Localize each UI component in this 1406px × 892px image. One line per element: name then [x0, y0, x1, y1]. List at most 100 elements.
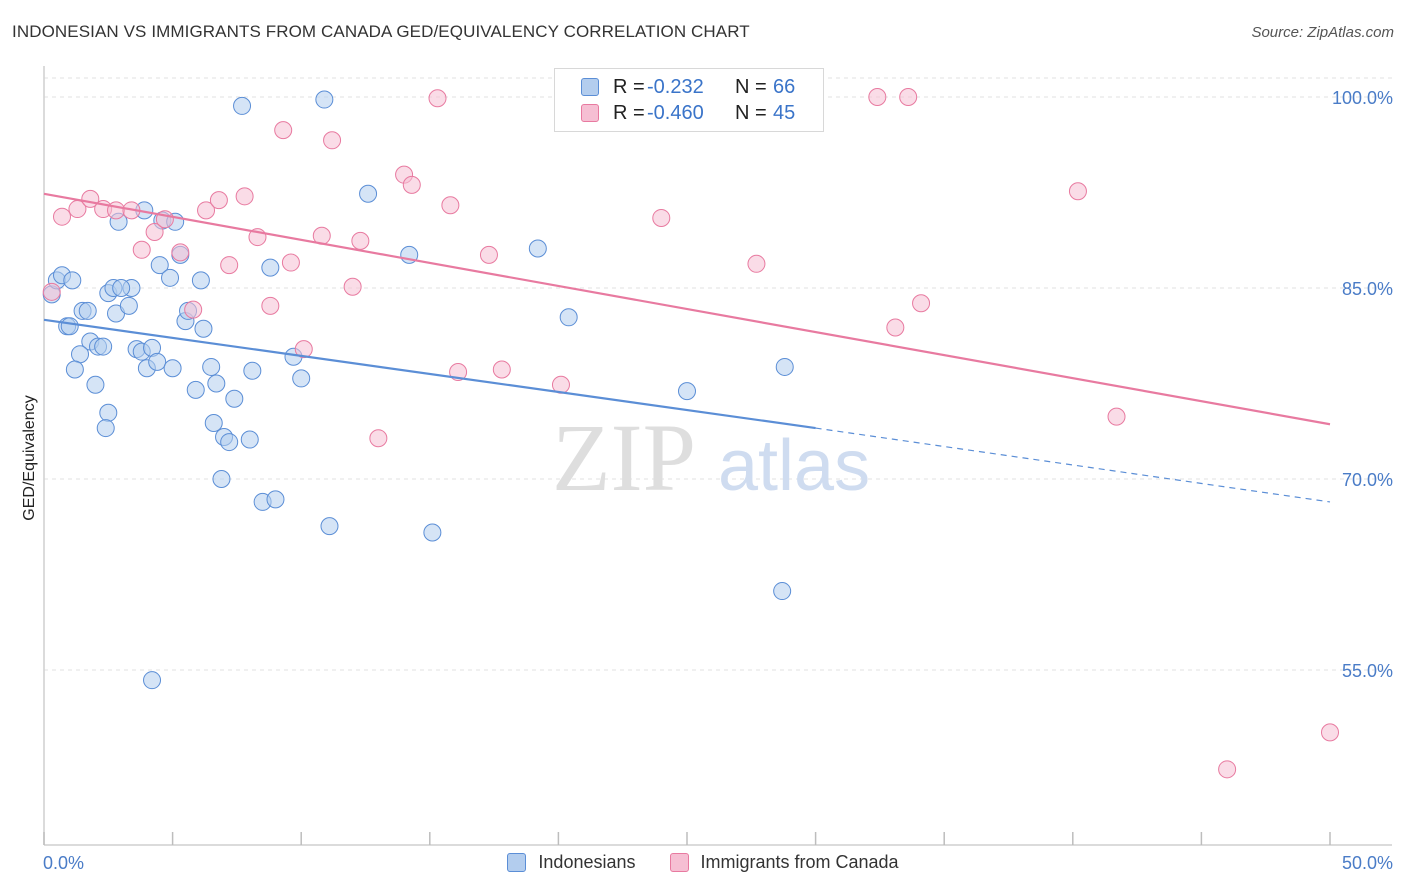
canada-point — [235, 187, 254, 206]
canada-legend-swatch — [669, 853, 689, 872]
indonesians-point — [261, 258, 280, 277]
indonesians-point — [78, 301, 97, 320]
indonesians-trend-line — [43, 318, 816, 430]
indonesians-point — [559, 308, 578, 327]
y-tick-labels: 55.0% 70.0% 85.0% 100.0% — [1332, 88, 1393, 681]
indonesians-point — [320, 517, 339, 536]
canada-point — [171, 243, 190, 262]
canada-point — [369, 429, 388, 448]
indonesians-legend-swatch — [507, 853, 527, 872]
indonesians-point — [186, 380, 205, 399]
source-label: Source: ZipAtlas.com — [1251, 24, 1394, 41]
canada-point — [912, 294, 931, 313]
indonesians-point — [243, 361, 262, 380]
canada-point — [1068, 182, 1087, 201]
canada-point — [652, 208, 671, 227]
canada-point — [261, 296, 280, 315]
axes — [43, 66, 1392, 846]
indonesians-point — [292, 369, 311, 388]
n-label: N = — [735, 101, 767, 124]
y-tick-label: 100.0% — [1332, 88, 1393, 108]
stats-row-canada: R = -0.460 N = 45 — [581, 101, 795, 125]
y-tick-label: 55.0% — [1342, 661, 1393, 681]
stats-legend: R = -0.232 N = 66 R = -0.460 N = 45 — [554, 68, 824, 132]
canada-point — [747, 254, 766, 273]
indonesians-point — [528, 239, 547, 258]
indonesians-point — [194, 319, 213, 338]
indonesians-point — [775, 357, 794, 376]
indonesians-point — [71, 345, 90, 364]
n-label: N = — [735, 75, 767, 98]
indonesians-point — [65, 360, 84, 379]
indonesians-point — [315, 90, 334, 109]
indonesians-point — [225, 389, 244, 408]
canada-swatch — [581, 104, 599, 122]
indonesians-point — [163, 359, 182, 378]
indonesians-point — [212, 470, 231, 488]
indonesians-point — [359, 184, 378, 203]
canada-point — [184, 300, 203, 319]
indonesians-trend-extension — [815, 427, 1331, 503]
chart-title: INDONESIAN VS IMMIGRANTS FROM CANADA GED… — [12, 22, 750, 41]
indonesians-point — [99, 403, 118, 422]
canada-point — [492, 360, 511, 379]
n-value: 45 — [773, 101, 796, 124]
legend-item-indonesians[interactable]: Indonesians — [507, 852, 636, 873]
canada-point — [294, 340, 313, 359]
indonesians-point — [202, 357, 221, 376]
canada-point — [1218, 760, 1237, 779]
canada-point — [281, 253, 300, 272]
indonesians-point — [112, 279, 131, 297]
canada-point — [428, 89, 447, 108]
canada-point — [351, 231, 370, 250]
canada-point — [343, 277, 362, 296]
indonesians-point — [266, 490, 285, 509]
indonesians-point — [191, 271, 210, 290]
canada-point — [1107, 407, 1126, 426]
canada-point — [886, 318, 905, 337]
indonesians-point — [423, 523, 442, 542]
canada-point — [107, 201, 126, 220]
indonesians-point — [220, 433, 239, 452]
canada-point — [209, 191, 228, 210]
r-value: -0.460 — [647, 101, 704, 124]
indonesians-point — [96, 419, 115, 438]
canada-point — [145, 222, 164, 241]
indonesians-point — [207, 374, 226, 393]
canada-point — [1321, 723, 1339, 742]
r-value: -0.232 — [647, 75, 704, 98]
n-value: 66 — [773, 75, 796, 98]
watermark-atlas: atlas — [718, 426, 870, 506]
canada-point — [479, 245, 498, 264]
canada-trend-line — [43, 192, 1331, 426]
canada-point — [197, 201, 216, 220]
legend-item-canada[interactable]: Immigrants from Canada — [669, 852, 899, 873]
indonesians-point — [63, 271, 82, 290]
legend-label: Immigrants from Canada — [700, 852, 899, 872]
indonesians-point — [86, 375, 105, 394]
y-tick-label: 70.0% — [1342, 470, 1393, 490]
canada-point — [899, 88, 918, 106]
indonesians-point — [204, 413, 223, 432]
indonesians-point — [148, 352, 167, 371]
trend-lines — [43, 192, 1331, 503]
canada-point — [274, 121, 293, 140]
canada-point — [132, 240, 151, 259]
x-axis-min-label: 0.0% — [43, 853, 85, 873]
indonesians-point — [773, 582, 792, 601]
canada-point — [868, 88, 887, 106]
canada-point — [323, 131, 342, 150]
legend-label: Indonesians — [538, 852, 636, 872]
series-legend: Indonesians Immigrants from Canada — [0, 852, 1406, 873]
watermark-zip: ZIP — [552, 404, 696, 511]
canada-point — [220, 256, 239, 275]
r-label: R = — [613, 101, 645, 124]
stats-row-indonesians: R = -0.232 N = 66 — [581, 75, 795, 99]
canada-point — [402, 175, 421, 194]
indonesians-point — [143, 671, 162, 690]
indonesians-point — [150, 256, 169, 275]
canada-point — [441, 196, 460, 215]
indonesians-point — [678, 382, 696, 401]
canada-point — [53, 207, 72, 226]
